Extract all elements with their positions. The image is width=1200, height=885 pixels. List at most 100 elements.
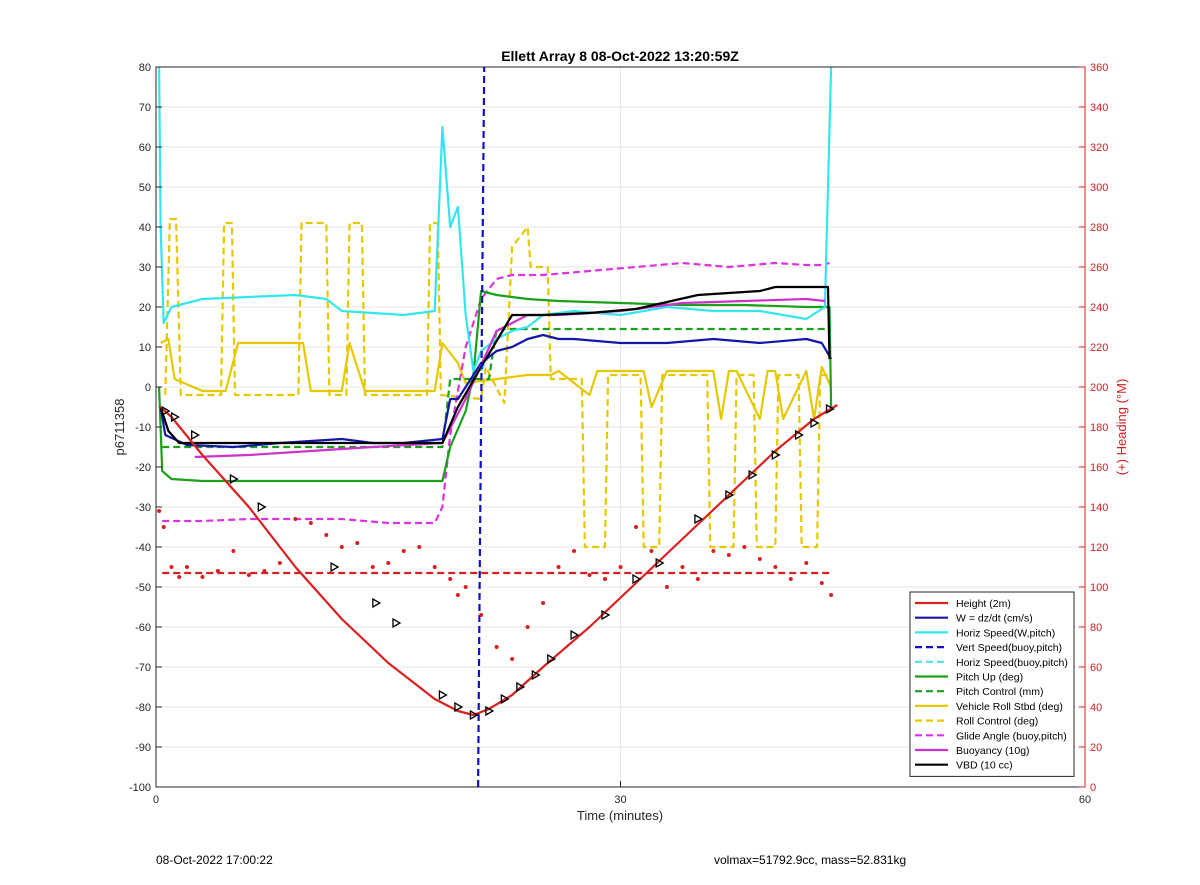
dive-marker bbox=[161, 405, 171, 417]
dive-marker bbox=[438, 689, 448, 701]
y-tick-label: 10 bbox=[139, 342, 151, 354]
heading-point bbox=[680, 565, 685, 569]
heading-point bbox=[494, 645, 499, 649]
legend-label-w: W = dz/dt (cm/s) bbox=[956, 613, 1033, 625]
y2-tick-label: 40 bbox=[1090, 702, 1102, 714]
heading-point bbox=[417, 545, 422, 549]
y-tick-label: -90 bbox=[135, 742, 151, 754]
series-line-glide bbox=[162, 261, 830, 525]
dive-marker bbox=[570, 629, 580, 641]
legend: Height (2m) W = dz/dt (cm/s) Horiz Speed(W… bbox=[909, 591, 1075, 777]
heading-point bbox=[556, 565, 561, 569]
heading-point bbox=[788, 577, 793, 581]
y2-tick-label: 160 bbox=[1090, 462, 1108, 474]
y-tick-label: -60 bbox=[135, 622, 151, 634]
dive-marker bbox=[229, 473, 239, 485]
heading-point bbox=[587, 573, 592, 577]
legend-label-height: Height (2m) bbox=[956, 598, 1011, 610]
legend-label-horiz_buoy: Horiz Speed(buoy,pitch) bbox=[956, 657, 1068, 669]
y-tick-label: 70 bbox=[139, 102, 151, 114]
plot-area bbox=[157, 66, 838, 788]
y2-tick-label: 140 bbox=[1090, 502, 1108, 514]
series-line-roll_ctrl bbox=[164, 217, 832, 549]
heading-point bbox=[633, 525, 638, 529]
heading-point bbox=[819, 581, 824, 585]
heading-point bbox=[339, 545, 344, 549]
dive-marker bbox=[516, 681, 526, 693]
dive-marker bbox=[725, 489, 735, 501]
y-tick-label: 30 bbox=[139, 262, 151, 274]
y2-tick-label: 60 bbox=[1090, 662, 1102, 674]
y-tick-label: -30 bbox=[135, 502, 151, 514]
dive-marker bbox=[601, 609, 611, 621]
axis-ticks: 0 30 60-100-90-80-70-60-50-40-30-20-100102… bbox=[129, 62, 1108, 806]
y-tick-label: 50 bbox=[139, 182, 151, 194]
y2-tick-label: 360 bbox=[1090, 62, 1108, 74]
heading-point bbox=[525, 625, 530, 629]
heading-point bbox=[448, 577, 453, 581]
series-line-horiz bbox=[158, 66, 833, 373]
dive-marker bbox=[771, 449, 781, 461]
y-tick-label: -50 bbox=[135, 582, 151, 594]
heading-point bbox=[246, 573, 251, 577]
heading-point bbox=[370, 565, 375, 569]
footer-timestamp: 08-Oct-2022 17:00:22 bbox=[156, 853, 273, 867]
y2-axis-label: (+) Heading (°M) bbox=[1114, 379, 1129, 476]
y-tick-label: 80 bbox=[139, 62, 151, 74]
dive-marker bbox=[485, 705, 495, 717]
heading-point bbox=[804, 561, 809, 565]
heading-point bbox=[355, 541, 360, 545]
dive-marker bbox=[392, 617, 402, 629]
legend-label-buoy: Buoyancy (10g) bbox=[956, 745, 1030, 757]
dive-marker bbox=[632, 573, 642, 585]
heading-point bbox=[541, 601, 546, 605]
dive-marker bbox=[748, 469, 758, 481]
heading-point bbox=[664, 585, 669, 589]
heading-point bbox=[742, 545, 747, 549]
heading-point bbox=[169, 565, 174, 569]
heading-point bbox=[401, 549, 406, 553]
y2-tick-label: 20 bbox=[1090, 742, 1102, 754]
x-tick-label: 0 bbox=[153, 794, 159, 806]
legend-label-horiz: Horiz Speed(W,pitch) bbox=[956, 627, 1055, 639]
heading-point bbox=[184, 565, 189, 569]
chart-title: Ellett Array 8 08-Oct-2022 13:20:59Z bbox=[501, 48, 739, 64]
heading-point bbox=[277, 561, 282, 565]
series-line-vert_buoy bbox=[477, 66, 486, 788]
legend-label-pitch: Pitch Up (deg) bbox=[956, 672, 1023, 684]
y-tick-label: 0 bbox=[145, 382, 151, 394]
heading-point bbox=[215, 569, 220, 573]
heading-point bbox=[603, 577, 608, 581]
x-axis-label: Time (minutes) bbox=[577, 808, 663, 823]
heading-point bbox=[231, 549, 236, 553]
heading-point bbox=[479, 613, 484, 617]
heading-point bbox=[262, 569, 267, 573]
y-tick-label: -40 bbox=[135, 542, 151, 554]
y-axis-label: p6711358 bbox=[112, 399, 127, 456]
dive-marker bbox=[469, 709, 479, 721]
heading-point bbox=[757, 557, 762, 561]
x-tick-label: 60 bbox=[1079, 794, 1091, 806]
heading-point bbox=[161, 525, 166, 529]
y-tick-label: -100 bbox=[129, 782, 151, 794]
y2-tick-label: 80 bbox=[1090, 622, 1102, 634]
dive-marker bbox=[372, 597, 382, 609]
series-line-vbd bbox=[159, 285, 831, 445]
heading-point bbox=[829, 593, 834, 597]
heading-point bbox=[157, 509, 162, 513]
dive-marker bbox=[191, 429, 201, 441]
series-line-height bbox=[159, 404, 838, 717]
series-line-roll bbox=[160, 337, 833, 421]
legend-label-glide: Glide Angle (buoy,pitch) bbox=[956, 730, 1067, 742]
legend-label-vbd: VBD (10 cc) bbox=[956, 760, 1013, 772]
heading-point bbox=[308, 521, 313, 525]
legend-label-pitch_ctrl: Pitch Control (mm) bbox=[956, 686, 1044, 698]
y2-tick-label: 120 bbox=[1090, 542, 1108, 554]
x-tick-label: 30 bbox=[614, 794, 626, 806]
y2-tick-label: 300 bbox=[1090, 182, 1108, 194]
heading-point bbox=[324, 533, 329, 537]
dive-marker bbox=[531, 669, 541, 681]
y2-tick-label: 0 bbox=[1090, 782, 1096, 794]
y-tick-label: -20 bbox=[135, 462, 151, 474]
heading-point bbox=[293, 517, 298, 521]
